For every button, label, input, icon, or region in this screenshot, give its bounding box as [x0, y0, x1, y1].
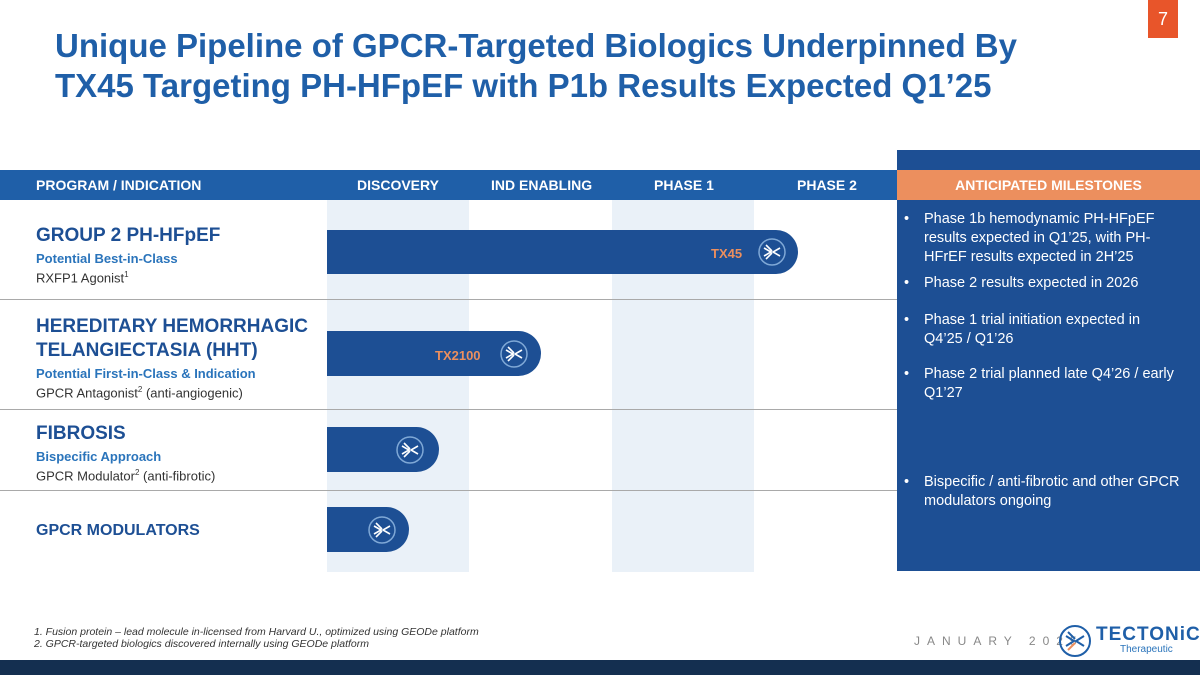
footer-band [0, 660, 1200, 675]
title-line-2: TX45 Targeting PH-HFpEF with P1b Results… [55, 67, 992, 104]
program-row-gpcr-modulators: GPCR MODULATORS [36, 519, 200, 543]
table-header-band [0, 170, 897, 200]
program-mechanism: GPCR Modulator2 (anti-fibrotic) [36, 468, 216, 484]
company-logo: TECTONiC Therapeutic [1058, 624, 1200, 658]
bar-tx2100: TX2100 [327, 331, 541, 376]
program-name: GPCR MODULATORS [36, 522, 200, 539]
milestone-item: • Phase 1 trial initiation expected in Q4… [904, 312, 1141, 347]
row-divider [0, 299, 897, 300]
header-phase-1: PHASE 1 [654, 177, 714, 193]
date-label: JANUARY 2025 [914, 634, 1084, 648]
bar-tx45: TX45 [327, 230, 798, 274]
bar-fibrosis [327, 427, 439, 472]
bar-gpcr-modulators [327, 507, 409, 552]
program-mechanism: GPCR Antagonist2 (anti-angiogenic) [36, 385, 243, 401]
program-subtitle: Potential First-in-Class & Indication [36, 366, 256, 381]
tectonic-molecule-icon [368, 516, 396, 544]
milestone-item: • Bispecific / anti-fibrotic and other GP… [904, 474, 1180, 509]
slide-title: Unique Pipeline of GPCR-Targeted Biologi… [55, 26, 1135, 106]
program-name: FIBROSIS [36, 423, 126, 444]
logo-tagline: Therapeutic [1120, 644, 1173, 655]
row-divider [0, 409, 897, 410]
milestone-item: • Phase 2 results expected in 2026 [904, 275, 1139, 291]
row-divider [0, 490, 897, 491]
tectonic-logo-icon [1059, 625, 1091, 657]
page-number: 7 [1148, 0, 1178, 38]
footnotes: 1. Fusion protein – lead molecule in-lic… [34, 626, 479, 650]
header-phase-2: PHASE 2 [797, 177, 857, 193]
header-program: PROGRAM / INDICATION [36, 177, 202, 193]
program-subtitle: Bispecific Approach [36, 449, 162, 464]
footnote-1: 1. Fusion protein – lead molecule in-lic… [34, 626, 479, 638]
program-subtitle: Potential Best-in-Class [36, 251, 178, 266]
program-row-fibrosis: FIBROSIS Bispecific Approach GPCR Modula… [36, 422, 215, 484]
milestone-item: • Phase 2 trial planned late Q4’26 / earl… [904, 366, 1174, 401]
program-name: GROUP 2 PH-HFpEF [36, 225, 221, 246]
program-name-line-1: HEREDITARY HEMORRHAGIC [36, 316, 308, 337]
bar-label-tx2100: TX2100 [435, 348, 481, 363]
header-milestones: ANTICIPATED MILESTONES [897, 170, 1200, 200]
tectonic-molecule-icon [758, 238, 786, 266]
program-name-line-2: TELANGIECTASIA (HHT) [36, 340, 258, 361]
milestone-item: • Phase 1b hemodynamic PH-HFpEF results e… [904, 211, 1155, 265]
bar-label-tx45: TX45 [711, 246, 743, 261]
program-mechanism: RXFP1 Agonist1 [36, 270, 129, 286]
logo-wordmark: TECTONiC [1096, 624, 1200, 645]
tectonic-molecule-icon [500, 340, 528, 368]
header-ind-enabling: IND ENABLING [491, 177, 593, 193]
program-row-ph-hfpef: GROUP 2 PH-HFpEF Potential Best-in-Class… [36, 224, 220, 286]
milestones-panel [897, 150, 1200, 571]
footnote-2: 2. GPCR-targeted biologics discovered in… [34, 638, 369, 650]
header-discovery: DISCOVERY [357, 177, 439, 193]
title-line-1: Unique Pipeline of GPCR-Targeted Biologi… [55, 27, 1017, 64]
program-row-hht: HEREDITARY HEMORRHAGIC TELANGIECTASIA (H… [36, 315, 308, 401]
tectonic-molecule-icon [396, 436, 424, 464]
